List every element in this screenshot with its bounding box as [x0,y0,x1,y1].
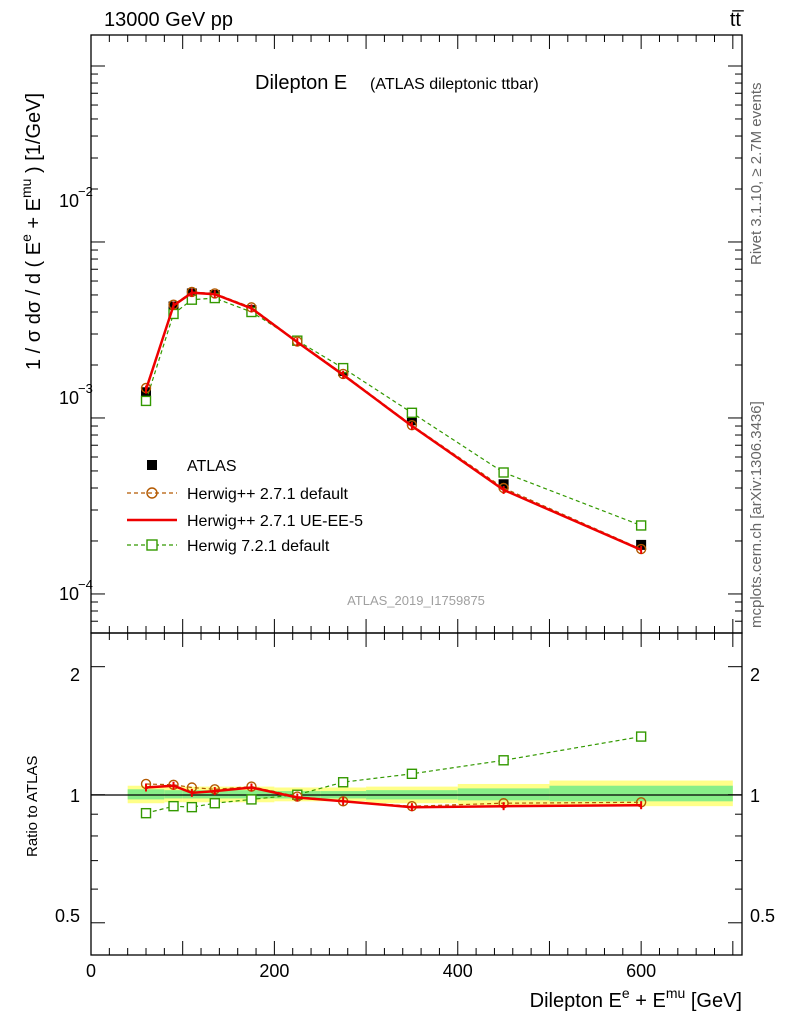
legend: ATLAS Herwig++ 2.7.1 default Herwig++ 2.… [127,458,363,555]
svg-text:−3: −3 [78,381,93,396]
main-point-atlas [498,479,509,490]
ratio-point-herwig7 [186,801,198,813]
legend-label-herwig7: Herwig 7.2.1 default [187,538,330,555]
ratio-ytick-label-1: 1 [70,786,80,806]
legend-marker-atlas [147,460,157,470]
xtick-label: 200 [259,961,289,981]
svg-text:−2: −2 [78,184,93,199]
ratio-y-ticks [91,666,742,924]
main-y-ticks [91,65,742,634]
svg-text:−4: −4 [78,577,93,592]
svg-text:10: 10 [59,584,79,604]
ratio-band-inner [127,789,165,800]
main-line-herwigpp-ueee5 [144,291,642,552]
ratio-ytick-label-right-0.5: 0.5 [750,906,775,926]
ratio-point-herwig7 [140,807,152,819]
legend-entry-herwigpp-ueee5: Herwig++ 2.7.1 UE-EE-5 [127,513,363,530]
main-ylabel: 1 / σ dσ / d ( Ee + Emu ) [1/GeV] [18,93,45,370]
legend-marker-herwigpp-default [146,487,158,499]
ytick-label-1e-2: 10 −2 [59,184,93,211]
ratio-ytick-label-right-2: 2 [750,665,760,685]
chart-subtitle: (ATLAS dileptonic ttbar) [370,76,539,93]
ratio-panel: 0.5 1 2 0.5 1 2 Ratio to ATLAS 0 200 400 60… [24,632,775,1012]
main-point-herwig7 [498,467,509,478]
watermark: ATLAS_2019_I1759875 [347,593,485,608]
legend-label-herwigpp-ueee5: Herwig++ 2.7.1 UE-EE-5 [187,513,363,530]
mcplots-label: mcplots.cern.ch [arXiv:1306.3436] [748,401,765,628]
ratio-frame [90,632,743,956]
ratio-band-inner [549,785,733,802]
rivet-label: Rivet 3.1.10, ≥ 2.7M events [748,83,765,266]
main-point-herwig7 [406,407,418,418]
main-point-herwig7 [140,395,152,407]
legend-entry-herwigpp-default: Herwig++ 2.7.1 default [127,486,349,503]
ratio-point-herwig7 [246,794,257,805]
ratio-series-layer [140,731,647,819]
xtick-labels: 0 200 400 600 [86,961,656,981]
xlabel: Dilepton Ee + Emu [GeV] [530,985,742,1012]
ytick-label-1e-3: 10 −3 [59,381,93,408]
svg-text:10: 10 [59,388,79,408]
ratio-line-herwigpp-ueee5 [145,784,642,809]
ratio-ylabel: Ratio to ATLAS [24,756,41,857]
main-point-herwig7 [635,520,647,531]
ratio-band-inner [164,790,183,799]
xtick-label: 400 [443,961,473,981]
main-line-herwigpp-default [145,291,642,550]
svg-text:10: 10 [59,191,79,211]
ratio-point-herwig7 [209,798,220,809]
ratio-point-herwig7 [337,777,349,788]
legend-marker-herwig7 [146,539,158,551]
legend-entry-atlas: ATLAS [147,458,237,475]
ratio-x-ticks [90,633,734,955]
legend-label-herwigpp-default: Herwig++ 2.7.1 default [187,486,349,503]
ratio-ytick-label-0.5: 0.5 [55,906,80,926]
xtick-label: 600 [626,961,656,981]
ytick-label-1e-4: 10 −4 [59,577,93,604]
ratio-point-herwig7 [635,731,647,742]
ratio-point-herwig7 [168,800,179,812]
ratio-ytick-label-right-1: 1 [750,786,760,806]
legend-entry-herwig7: Herwig 7.2.1 default [127,538,330,555]
legend-label-atlas: ATLAS [187,458,237,475]
ratio-point-herwig7 [406,768,418,779]
main-x-ticks [90,35,734,633]
main-series-layer [140,286,647,555]
header-left: 13000 GeV pp [104,9,233,31]
ratio-line-herwig7 [145,736,642,814]
ratio-ytick-label-2: 2 [70,665,80,685]
main-panel: Dilepton E (ATLAS dileptonic ttbar) ATLA… [18,34,743,634]
ratio-point-herwig7 [498,755,509,766]
xtick-label: 0 [86,961,96,981]
header-right: tt̅ [730,9,744,31]
chart-title: Dilepton E [255,72,347,94]
